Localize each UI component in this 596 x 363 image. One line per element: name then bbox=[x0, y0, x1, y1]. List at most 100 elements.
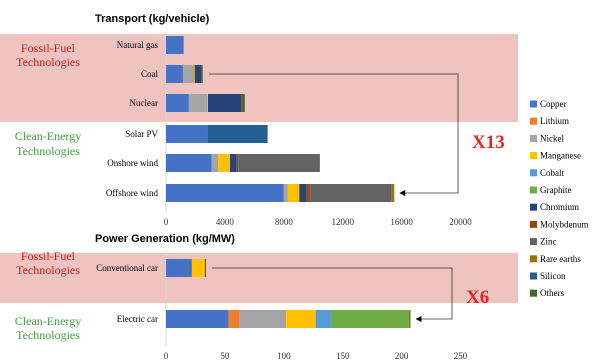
bar-segment-nuclear-others bbox=[242, 94, 245, 112]
x-tick-label: 100 bbox=[277, 351, 291, 361]
group-label-clean-energy-technologies: Clean-Energy bbox=[15, 314, 81, 328]
legend-swatch-cobalt bbox=[530, 169, 537, 177]
bar-segment-solar-pv-silicon bbox=[207, 125, 268, 143]
bar-segment-offshore-wind-copper bbox=[166, 184, 284, 202]
bar-segment-offshore-wind-zinc bbox=[310, 184, 392, 202]
bar-segment-electric-car-lithium bbox=[228, 310, 240, 328]
bar-segment-nuclear-molybdenum bbox=[241, 94, 243, 112]
category-label-electric-car: Electric car bbox=[117, 314, 158, 324]
legend-label-others: Others bbox=[540, 288, 564, 298]
category-label-coal: Coal bbox=[141, 69, 158, 79]
legend-swatch-copper bbox=[530, 100, 537, 108]
bar-segment-nuclear-chromium bbox=[207, 94, 242, 112]
bar-segment-offshore-wind-molybdenum bbox=[306, 184, 311, 202]
bar-segment-offshore-wind-nickel bbox=[283, 184, 288, 202]
legend-label-lithium: Lithium bbox=[540, 116, 569, 126]
panel-transport-kg-vehicle: Transport (kg/vehicle)Fossil-FuelTechnol… bbox=[0, 13, 518, 227]
bar-segment-nuclear-nickel bbox=[188, 94, 208, 112]
bar-segment-electric-car-graphite bbox=[330, 310, 409, 328]
x-tick-label: 150 bbox=[336, 351, 350, 361]
bar-segment-natural-gas-copper bbox=[166, 36, 184, 54]
group-label-clean-energy-technologies: Clean-Energy bbox=[15, 129, 81, 143]
legend-label-zinc: Zinc bbox=[540, 237, 557, 247]
bar-segment-electric-car-manganese bbox=[286, 310, 316, 328]
legend-label-manganese: Manganese bbox=[540, 151, 581, 161]
group-label-fossil-fuel-technologies: Fossil-Fuel bbox=[21, 249, 76, 263]
category-label-solar-pv: Solar PV bbox=[125, 129, 158, 139]
legend-label-silicon: Silicon bbox=[540, 271, 566, 281]
panel-title: Transport (kg/vehicle) bbox=[95, 13, 210, 25]
bar-segment-coal-chromium bbox=[194, 65, 202, 83]
bar-segment-offshore-wind-rare-earths bbox=[391, 184, 395, 202]
group-label-clean-energy-technologies: Technologies bbox=[16, 144, 80, 158]
bar-segment-onshore-wind-molybdenum bbox=[236, 154, 239, 172]
bar-segment-onshore-wind-zinc bbox=[238, 154, 320, 172]
group-label-fossil-fuel-technologies: Technologies bbox=[16, 55, 80, 69]
bar-segment-electric-car-copper bbox=[166, 310, 229, 328]
legend-label-graphite: Graphite bbox=[540, 185, 572, 195]
x-tick-label: 200 bbox=[395, 351, 409, 361]
bar-segment-solar-pv-copper bbox=[166, 125, 208, 143]
bar-segment-coal-nickel bbox=[182, 65, 194, 83]
legend-swatch-chromium bbox=[530, 203, 537, 211]
fossil-highlight-band bbox=[0, 253, 518, 303]
legend-label-chromium: Chromium bbox=[540, 202, 579, 212]
comparison-arrow bbox=[208, 73, 459, 196]
category-label-natural-gas: Natural gas bbox=[117, 40, 159, 50]
bar-segment-electric-car-cobalt bbox=[315, 310, 331, 328]
group-label-clean-energy-technologies: Technologies bbox=[16, 328, 80, 342]
multiplier-label: X13 bbox=[472, 132, 505, 153]
x-tick-label: 20000 bbox=[449, 217, 472, 227]
x-tick-label: 8000 bbox=[275, 217, 294, 227]
legend-swatch-lithium bbox=[530, 117, 537, 125]
panel-title: Power Generation (kg/MW) bbox=[95, 233, 235, 245]
legend-swatch-nickel bbox=[530, 134, 537, 142]
x-tick-label: 0 bbox=[164, 351, 169, 361]
category-label-onshore-wind: Onshore wind bbox=[107, 158, 158, 168]
bar-segment-conventional-car-copper bbox=[166, 259, 192, 277]
group-label-fossil-fuel-technologies: Technologies bbox=[16, 263, 80, 277]
bar-segment-electric-car-others bbox=[409, 310, 411, 328]
bar-segment-offshore-wind-manganese bbox=[287, 184, 300, 202]
category-label-conventional-car: Conventional car bbox=[96, 263, 158, 273]
x-tick-label: 4000 bbox=[216, 217, 235, 227]
category-label-offshore-wind: Offshore wind bbox=[106, 188, 159, 198]
legend-swatch-silicon bbox=[530, 272, 537, 280]
bar-segment-onshore-wind-chromium bbox=[230, 154, 237, 172]
x-tick-label: 12000 bbox=[331, 217, 354, 227]
comparison-arrow bbox=[212, 267, 453, 322]
bar-segment-nuclear-copper bbox=[166, 94, 189, 112]
bar-segment-electric-car-nickel bbox=[239, 310, 287, 328]
bar-segment-offshore-wind-chromium bbox=[299, 184, 307, 202]
bar-segment-nuclear-manganese bbox=[207, 94, 208, 112]
bar-segment-electric-car-rare-earths bbox=[408, 310, 410, 328]
bar-segment-conventional-car-manganese bbox=[191, 259, 205, 277]
bar-segment-onshore-wind-manganese bbox=[218, 154, 231, 172]
legend-swatch-molybdenum bbox=[530, 220, 537, 228]
legend-label-cobalt: Cobalt bbox=[540, 168, 564, 178]
bar-segment-conventional-car-others bbox=[204, 259, 207, 277]
category-label-nuclear: Nuclear bbox=[130, 98, 158, 108]
x-tick-label: 50 bbox=[220, 351, 230, 361]
legend: Copper Lithium Nickel Manganese Cobalt Graphi… bbox=[530, 99, 589, 298]
legend-label-copper: Copper bbox=[540, 99, 567, 109]
legend-swatch-graphite bbox=[530, 186, 537, 194]
x-tick-label: 16000 bbox=[390, 217, 413, 227]
multiplier-label: X6 bbox=[466, 287, 489, 308]
panel-power-generation-kg-mw: Power Generation (kg/MW)Fossil-FuelTechn… bbox=[0, 233, 518, 361]
bar-segment-coal-manganese bbox=[193, 65, 195, 83]
bar-segment-onshore-wind-nickel bbox=[211, 154, 219, 172]
x-tick-label: 250 bbox=[454, 351, 468, 361]
legend-swatch-rare-earths bbox=[530, 255, 537, 263]
bar-segment-coal-others bbox=[202, 65, 203, 83]
legend-swatch-manganese bbox=[530, 152, 537, 160]
fossil-highlight-band bbox=[0, 34, 518, 122]
group-label-fossil-fuel-technologies: Fossil-Fuel bbox=[21, 41, 76, 55]
legend-label-rare-earths: Rare earths bbox=[540, 254, 581, 264]
legend-label-molybdenum: Molybdenum bbox=[540, 219, 589, 229]
legend-swatch-zinc bbox=[530, 238, 537, 246]
bar-segment-coal-molybdenum bbox=[201, 65, 203, 83]
bar-segment-coal-copper bbox=[166, 65, 183, 83]
x-tick-label: 0 bbox=[164, 217, 169, 227]
